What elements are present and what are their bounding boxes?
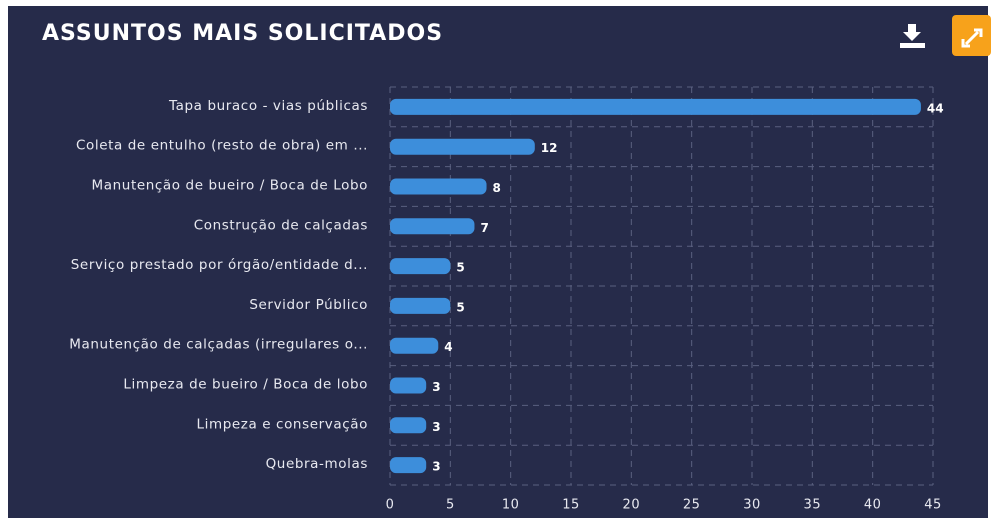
bar	[390, 178, 487, 195]
bar	[390, 457, 427, 474]
value-label: 44	[927, 101, 944, 115]
value-label: 8	[493, 181, 501, 195]
x-tick-label: 5	[446, 498, 455, 513]
bar	[390, 98, 921, 115]
bar	[390, 377, 427, 394]
y-tick-label: Coleta de entulho (resto de obra) em ...	[76, 138, 368, 154]
value-label: 5	[456, 261, 464, 275]
bar	[390, 138, 535, 155]
y-tick-label: Manutenção de bueiro / Boca de Lobo	[92, 178, 368, 194]
bar	[390, 218, 475, 235]
y-tick-label: Servidor Público	[249, 297, 368, 313]
x-tick-label: 45	[924, 498, 942, 513]
panel	[8, 6, 988, 518]
bar	[390, 337, 439, 354]
bar	[390, 417, 427, 434]
y-tick-label: Limpeza e conservação	[197, 416, 369, 432]
value-label: 7	[480, 221, 488, 235]
x-tick-label: 15	[562, 498, 580, 513]
expand-button[interactable]	[952, 15, 991, 56]
bar	[390, 258, 451, 275]
x-tick-label: 20	[623, 498, 641, 513]
value-label: 4	[444, 340, 452, 354]
y-tick-label: Quebra-molas	[266, 456, 368, 472]
chart-title: ASSUNTOS MAIS SOLICITADOS	[42, 21, 443, 46]
x-tick-label: 40	[864, 498, 882, 513]
value-label: 5	[456, 300, 464, 314]
x-tick-label: 35	[804, 498, 822, 513]
y-tick-label: Limpeza de bueiro / Boca de lobo	[123, 377, 368, 393]
value-label: 3	[432, 460, 440, 474]
x-tick-label: 10	[502, 498, 520, 513]
x-tick-label: 30	[743, 498, 761, 513]
download-button[interactable]	[900, 24, 925, 48]
y-tick-label: Tapa buraco - vias públicas	[168, 98, 368, 114]
value-label: 12	[541, 141, 558, 155]
y-tick-label: Manutenção de calçadas (irregulares o...	[69, 337, 368, 353]
x-tick-label: 0	[386, 498, 395, 513]
x-tick-label: 25	[683, 498, 701, 513]
y-tick-label: Serviço prestado por órgão/entidade d...	[71, 257, 368, 273]
value-label: 3	[432, 420, 440, 434]
y-tick-label: Construção de calçadas	[194, 217, 368, 233]
value-label: 3	[432, 380, 440, 394]
bar	[390, 297, 451, 314]
